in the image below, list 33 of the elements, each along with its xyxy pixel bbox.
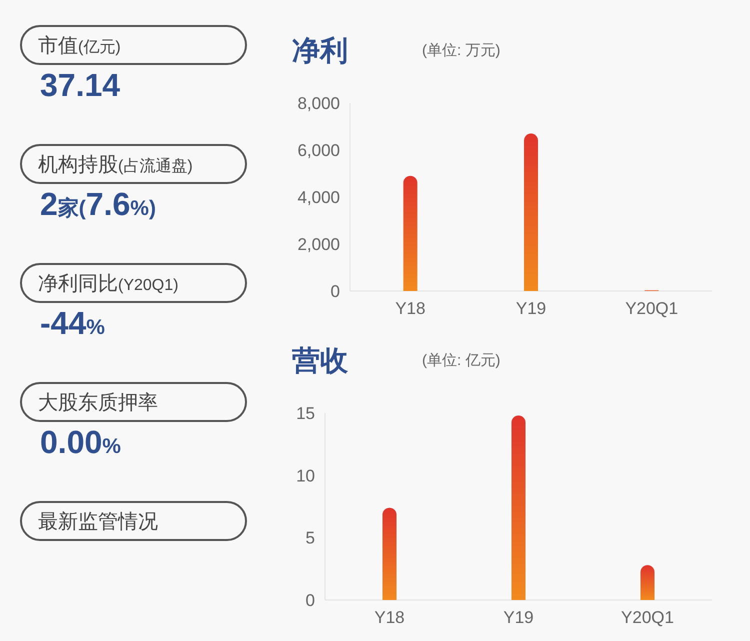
- text: 机构持股(占流通盘): [38, 154, 193, 176]
- x-tick-label: Y18: [374, 608, 405, 627]
- text: 2家(7.6%): [40, 186, 156, 222]
- text: 市值(亿元): [38, 35, 121, 57]
- bar: [524, 134, 538, 291]
- chart-subtitle: (单位: 万元): [422, 42, 500, 59]
- chart-subtitle: (单位: 亿元): [422, 352, 500, 369]
- bar: [512, 416, 526, 600]
- y-tick-label: 8,000: [297, 94, 340, 113]
- y-tick-label: 2,000: [297, 235, 340, 254]
- bar: [403, 176, 418, 291]
- chart-title: 净利: [292, 35, 348, 66]
- y-tick-label: 0: [330, 282, 340, 301]
- y-tick-label: 10: [296, 466, 315, 486]
- text: 净利同比(Y20Q1): [38, 273, 178, 295]
- text: 最新监管情况: [38, 511, 158, 533]
- text: -44%: [40, 305, 106, 341]
- y-tick-label: 6,000: [297, 141, 340, 160]
- y-tick-label: 15: [296, 404, 315, 423]
- x-tick-label: Y19: [503, 608, 534, 627]
- text: 37.14: [40, 67, 120, 103]
- text: 大股东质押率: [38, 392, 158, 414]
- x-tick-label: Y18: [395, 299, 426, 318]
- bar: [640, 565, 654, 600]
- y-tick-label: 4,000: [297, 188, 340, 207]
- x-tick-label: Y19: [516, 299, 546, 318]
- y-tick-label: 5: [306, 528, 315, 548]
- bar: [382, 508, 396, 600]
- y-tick-label: 0: [306, 591, 315, 610]
- text: 0.00%: [40, 424, 122, 460]
- x-tick-label: Y20Q1: [625, 299, 678, 318]
- chart-title: 营收: [291, 345, 349, 376]
- x-tick-label: Y20Q1: [621, 608, 674, 627]
